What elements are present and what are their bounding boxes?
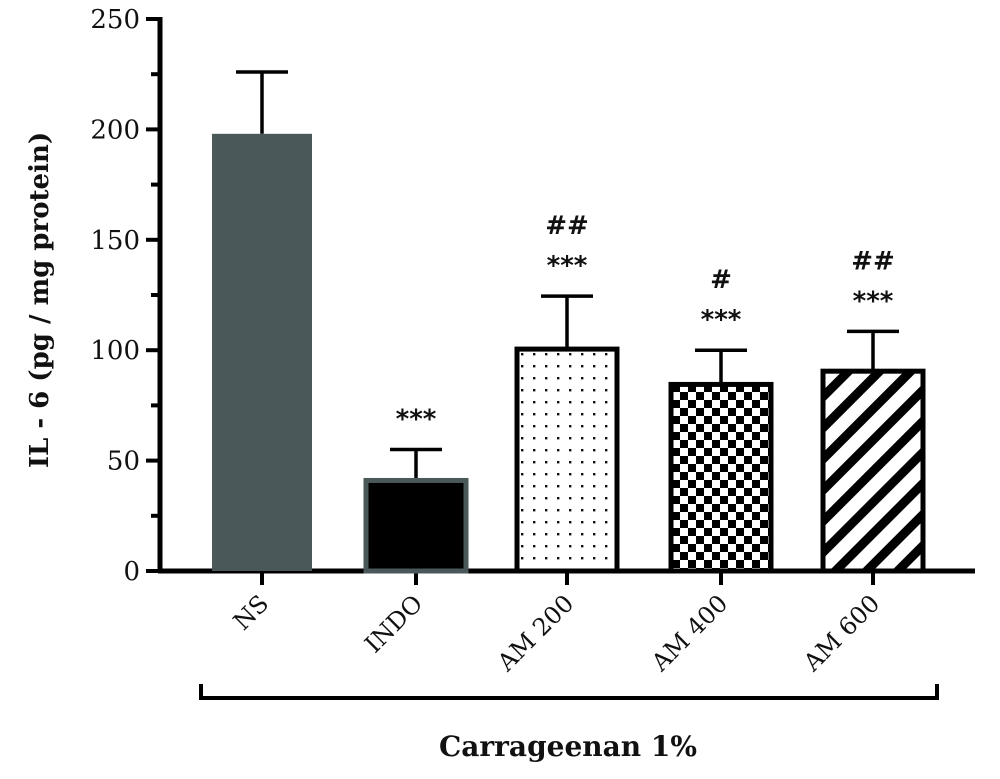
y-tick-label: 150 (90, 226, 140, 256)
y-tick-label: 100 (90, 336, 140, 366)
hash-significance-label: ## (545, 211, 589, 241)
x-tick-label: AM 600 (797, 589, 885, 677)
bar-am-400 (668, 381, 774, 574)
star-significance-label: *** (396, 405, 437, 435)
y-tick-label: 0 (123, 557, 140, 587)
x-tick-label: NS (228, 589, 274, 635)
y-tick-label: 250 (90, 5, 140, 35)
bar-ns (212, 133, 312, 572)
x-tick-label: AM 400 (645, 589, 733, 677)
y-tick-label: 50 (107, 447, 140, 477)
hash-significance-label: ## (851, 246, 895, 276)
x-tick-label: AM 200 (491, 589, 579, 677)
y-axis-label: IL - 6 (pg / mg protein) (25, 132, 55, 468)
star-significance-label: *** (701, 305, 742, 335)
group-bracket (199, 684, 939, 700)
hash-significance-label: # (710, 265, 732, 295)
star-significance-label: *** (853, 286, 894, 316)
y-tick-label: 200 (90, 115, 140, 145)
bar-am-600 (820, 368, 926, 574)
bar-am-200 (514, 346, 620, 574)
star-significance-label: *** (547, 251, 588, 281)
x-tick-label: INDO (359, 589, 428, 658)
x-axis-label: Carrageenan 1% (439, 730, 697, 763)
bar-indo (363, 477, 469, 574)
